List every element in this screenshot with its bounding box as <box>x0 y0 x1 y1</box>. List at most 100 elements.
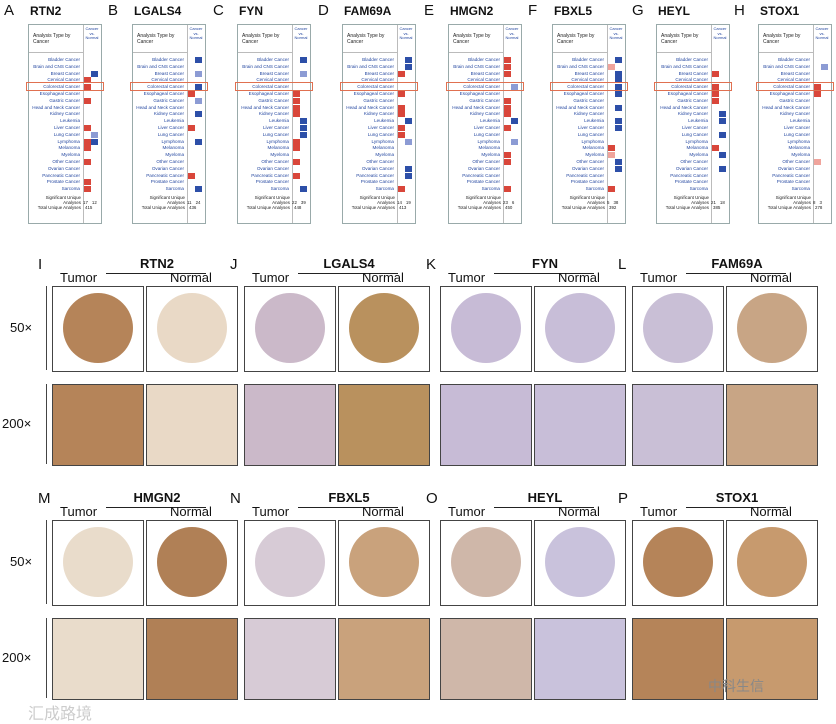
cancer-row: Lung Cancer <box>577 131 604 137</box>
cancer-row: Melanoma <box>788 145 810 151</box>
expression-cell <box>712 84 719 91</box>
cancer-row: Cervical Cancer <box>47 77 80 83</box>
sig-value-up: 5 <box>607 200 610 205</box>
tile-200x-tumor <box>52 618 144 700</box>
tissue-core <box>737 293 807 363</box>
sig-label: Significant Unique Analyses <box>569 195 605 205</box>
cancer-row: Pancreatic Cancer <box>670 172 708 178</box>
sig-value-down: 19 <box>405 200 411 205</box>
oncomine-table-D: Analysis Type by Cancer Cancer vs. Normal… <box>342 24 416 224</box>
cancer-row: Lung Cancer <box>262 131 289 137</box>
cancer-row: Lymphoma <box>161 138 184 144</box>
total-row: Total Unique Analyses 415 <box>29 205 101 210</box>
cancer-row: Ovarian Cancer <box>47 165 80 171</box>
expression-cell <box>398 111 405 118</box>
cancer-row: Sarcoma <box>375 186 394 192</box>
normal-label: Normal <box>362 270 404 285</box>
tissue-core <box>545 293 615 363</box>
sig-value-down: 3 <box>819 200 822 205</box>
cancer-row: Head and Neck Cancer <box>660 104 708 110</box>
tissue-core <box>255 527 325 597</box>
sig-value-up: 17 <box>83 200 88 205</box>
expression-cell <box>405 165 412 172</box>
cancer-row: Esophageal Cancer <box>248 90 289 96</box>
cancer-vs-normal-column: Cancer vs. Normal <box>607 25 624 223</box>
expression-cell <box>195 57 202 63</box>
sig-value-up: 8 <box>813 200 816 205</box>
cancer-row: Lymphoma <box>581 138 604 144</box>
expression-cell <box>712 145 719 152</box>
colorectal-highlight <box>654 82 732 92</box>
cancer-row: Lymphoma <box>266 138 289 144</box>
cancer-row: Lymphoma <box>477 138 500 144</box>
cancer-row: Kidney Cancer <box>779 111 810 117</box>
column-header: Cancer vs. Normal <box>713 26 727 40</box>
cancer-row: Cervical Cancer <box>467 77 500 83</box>
mag-bar-50 <box>46 520 47 604</box>
expression-cell <box>504 97 511 104</box>
cancer-row: Brain and CNS Cancer <box>763 63 810 69</box>
total-row: Total Unique Analyses 450 <box>449 205 521 210</box>
watermark-left: 汇成路境 <box>28 706 93 723</box>
title-underline <box>686 507 786 508</box>
expression-cell <box>91 131 98 138</box>
tissue-core <box>643 527 713 597</box>
table-footer: Significant Unique Analyses 21 18 Total Uni… <box>657 195 729 210</box>
oncomine-table-E: Analysis Type by Cancer Cancer vs. Normal… <box>448 24 522 224</box>
column-header: Cancer vs. Normal <box>609 26 623 40</box>
tissue-core <box>451 527 521 597</box>
tile-200x-normal <box>338 384 430 466</box>
expression-cell <box>615 57 622 63</box>
ihc-gene-title: HEYL <box>527 490 563 505</box>
cancer-row: Bladder Cancer <box>362 57 394 62</box>
cancer-row: Kidney Cancer <box>49 111 80 117</box>
mag-200x: 200× <box>2 650 32 665</box>
cancer-row: Lymphoma <box>57 138 80 144</box>
tile-50x-normal <box>338 286 430 372</box>
cancer-row: Kidney Cancer <box>677 111 708 117</box>
total-label: Total Unique Analyses <box>457 205 501 210</box>
expression-cell <box>188 125 195 131</box>
cancer-row: Lung Cancer <box>473 131 500 137</box>
total-row: Total Unique Analyses 385 <box>657 205 729 210</box>
colorectal-highlight <box>340 82 418 92</box>
cancer-rows: Bladder Cancer Brain and CNS Cancer Breast… <box>29 57 83 193</box>
table-header: Analysis Type by Cancer <box>449 25 503 53</box>
expression-cell <box>504 63 511 70</box>
total-row: Total Unique Analyses 392 <box>553 205 625 210</box>
cancer-vs-normal-column: Cancer vs. Normal <box>711 25 728 223</box>
cancer-row: Head and Neck Cancer <box>346 104 394 110</box>
total-row: Total Unique Analyses 278 <box>759 205 831 210</box>
panel-letter-D: D <box>318 2 329 19</box>
cancer-row: Colorectal Cancer <box>773 84 810 90</box>
cancer-row: Prostate Cancer <box>46 179 80 185</box>
cancer-row: Other Cancer <box>261 158 289 164</box>
table-header: Analysis Type by Cancer <box>133 25 187 53</box>
expression-cell <box>188 91 195 97</box>
expression-cell <box>608 152 615 159</box>
oncomine-table-G: Analysis Type by Cancer Cancer vs. Normal… <box>656 24 730 224</box>
cancer-row: Myeloma <box>165 152 184 158</box>
ihc-gene-title: FAM69A <box>711 256 763 271</box>
sig-label: Significant Unique Analyses <box>465 195 501 205</box>
tile-50x-tumor <box>632 520 724 606</box>
cancer-row: Lung Cancer <box>783 131 810 137</box>
cancer-row: Myeloma <box>481 152 500 158</box>
title-underline <box>494 273 594 274</box>
cancer-row: Myeloma <box>585 152 604 158</box>
cancer-vs-normal-column: Cancer vs. Normal <box>397 25 414 223</box>
expression-cell <box>719 165 726 172</box>
oncomine-table-A: Analysis Type by Cancer Cancer vs. Normal… <box>28 24 102 224</box>
sig-value-up: 11 <box>187 200 192 205</box>
ihc-gene-title: FYN <box>532 256 558 271</box>
panel-letter-F: F <box>528 2 538 19</box>
colorectal-highlight <box>550 82 628 92</box>
cancer-row: Lung Cancer <box>157 131 184 137</box>
tile-200x-tumor <box>632 618 724 700</box>
expression-cell <box>84 186 91 193</box>
panel-letter-E: E <box>424 2 435 19</box>
tile-50x-tumor <box>244 520 336 606</box>
expression-cell <box>195 84 202 91</box>
cancer-row: Ovarian Cancer <box>675 165 708 171</box>
expression-cell <box>504 70 511 77</box>
